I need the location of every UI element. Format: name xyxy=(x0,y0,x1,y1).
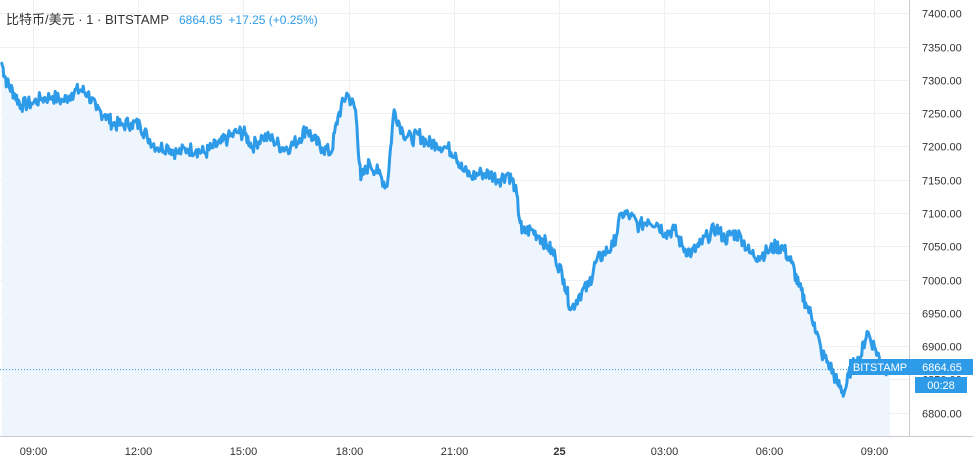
last-price-tag: 6864.65 xyxy=(911,359,973,375)
x-tick-label: 06:00 xyxy=(756,446,784,458)
y-tick-label: 7150.00 xyxy=(922,176,962,188)
y-tick-label: 7300.00 xyxy=(922,76,962,88)
y-tick-label: 7350.00 xyxy=(922,43,962,55)
last-price-tag-label: 6864.65 xyxy=(922,362,962,374)
price-change: +17.25 (+0.25%) xyxy=(228,13,318,27)
x-tick-label: 12:00 xyxy=(125,446,153,458)
x-tick-label: 18:00 xyxy=(336,446,364,458)
x-tick-label: 25 xyxy=(553,446,565,458)
y-tick-label: 7100.00 xyxy=(922,209,962,221)
exchange-tag-label: BITSTAMP xyxy=(853,362,907,374)
y-tick-label: 7050.00 xyxy=(922,242,962,254)
x-tick-label: 03:00 xyxy=(651,446,679,458)
price-axis[interactable]: 7400.00 7350.00 7300.00 7250.00 7200.00 7150.… xyxy=(922,9,962,421)
y-tick-label: 7250.00 xyxy=(922,109,962,121)
y-tick-label: 7200.00 xyxy=(922,142,962,154)
x-tick-label: 09:00 xyxy=(20,446,48,458)
exchange-price-tag: BITSTAMP xyxy=(849,359,911,375)
symbol-legend[interactable]: 比特币/美元 · 1 · BITSTAMP 6864.65 +17.25 (+0… xyxy=(6,9,324,28)
price-line xyxy=(0,61,892,398)
x-tick-label: 15:00 xyxy=(230,446,258,458)
y-tick-label: 6900.00 xyxy=(922,342,962,354)
last-price-value: 6864.65 xyxy=(179,13,223,27)
countdown-label: 00:28 xyxy=(927,380,955,392)
y-tick-label: 7000.00 xyxy=(922,276,962,288)
x-tick-label: 21:00 xyxy=(441,446,469,458)
symbol-title: 比特币/美元 · 1 · BITSTAMP xyxy=(6,12,169,27)
time-axis[interactable]: 09:00 12:00 15:00 18:00 21:00 25 03:00 06:00 09:… xyxy=(20,446,889,458)
y-tick-label: 6950.00 xyxy=(922,309,962,321)
price-area-fill xyxy=(1,63,890,436)
countdown-tag: 00:28 xyxy=(915,377,967,393)
y-tick-label: 7400.00 xyxy=(922,9,962,21)
y-tick-label: 6800.00 xyxy=(922,409,962,421)
x-tick-label: 09:00 xyxy=(861,446,889,458)
